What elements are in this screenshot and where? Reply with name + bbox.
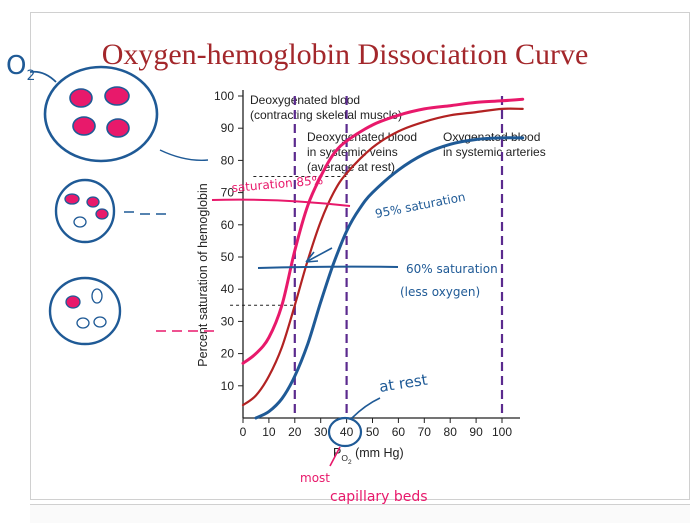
- y-tick-label: 90: [221, 121, 235, 135]
- slide-title: Oxygen-hemoglobin Dissociation Curve: [101, 38, 589, 71]
- x-tick-label: 50: [366, 425, 380, 439]
- circle-40-highlight: [327, 416, 363, 448]
- handwritten-capillary-pointer: [329, 446, 341, 467]
- rbc-partial-dash: [124, 211, 166, 215]
- rbc-low-circle: [48, 276, 122, 346]
- handwritten-saturation-95: 95% saturation: [374, 190, 467, 221]
- rbc-full-pointer: [159, 149, 209, 161]
- handwritten-less-oxygen: (less oxygen): [400, 285, 480, 299]
- y-tick-label: 40: [221, 282, 235, 296]
- x-tick-label: 60: [392, 425, 406, 439]
- x-tick-label: 70: [418, 425, 432, 439]
- handwritten-saturation-85: saturation 85%: [231, 173, 324, 195]
- series-line-3: [254, 136, 525, 420]
- y-tick-label: 50: [221, 250, 235, 264]
- x-tick-label: 30: [314, 425, 328, 439]
- series-line-2: [241, 107, 524, 407]
- x-tick-label: 10: [262, 425, 276, 439]
- y-tick-label: 70: [221, 186, 235, 200]
- annotation-deoxy-veins-line2: in systemic veins: [307, 145, 398, 159]
- x-tick-label: 90: [469, 425, 483, 439]
- y-tick-label: 100: [214, 89, 234, 103]
- handwritten-at-rest: at rest: [378, 371, 429, 396]
- y-tick-label: 60: [221, 218, 235, 232]
- handwritten-o2-label: O2: [6, 51, 35, 84]
- handwritten-capillary-beds: capillary beds: [330, 489, 428, 505]
- y-axis-label: Percent saturation of hemoglobin: [196, 183, 210, 366]
- handwritten-o2-pointer: [29, 70, 57, 83]
- series-curves: [241, 97, 525, 420]
- y-tick-label: 20: [221, 347, 235, 361]
- rbc-full-circle: [43, 65, 159, 163]
- x-tick-label: 100: [492, 425, 512, 439]
- handwritten-at-rest-pointer: [351, 397, 381, 419]
- slide-frame: [30, 12, 690, 500]
- annotation-deoxy-muscle-line1: Deoxygenated blood: [250, 93, 360, 107]
- next-slide-edge: [30, 504, 690, 523]
- x-tick-label: 0: [240, 425, 247, 439]
- x-axis-label: PO2 (mm Hg): [333, 446, 404, 466]
- handwritten-85-underline: [211, 198, 351, 207]
- annotation-deoxy-veins-line1: Deoxygenated blood: [307, 130, 417, 144]
- series-line-1: [241, 97, 525, 365]
- x-tick-label: 40: [340, 425, 354, 439]
- y-tick-label: 10: [221, 379, 235, 393]
- x-tick-label: 20: [288, 425, 302, 439]
- axis-ticks: 0 10 20 30 40 50 60 70 80 90 100 10 20 30 40 50 60 70 80 90…: [214, 89, 512, 439]
- handwritten-60-arrow: [305, 247, 333, 263]
- handwritten-most: most: [300, 471, 330, 485]
- x-tick-label: 80: [444, 425, 458, 439]
- handwritten-saturation-60: 60% saturation: [406, 262, 498, 276]
- annotation-oxy-arteries-line2: in systemic arteries: [443, 145, 546, 159]
- y-tick-label: 30: [221, 314, 235, 328]
- y-tick-label: 80: [221, 153, 235, 167]
- handwritten-60-underline: [257, 265, 399, 269]
- printed-annotations: Deoxygenated blood (contracting skeletal…: [250, 93, 546, 174]
- annotation-deoxy-muscle-line2: (contracting skeletal muscle): [250, 108, 402, 122]
- reference-lines: [230, 96, 504, 418]
- rbc-partial-circle: [54, 178, 116, 244]
